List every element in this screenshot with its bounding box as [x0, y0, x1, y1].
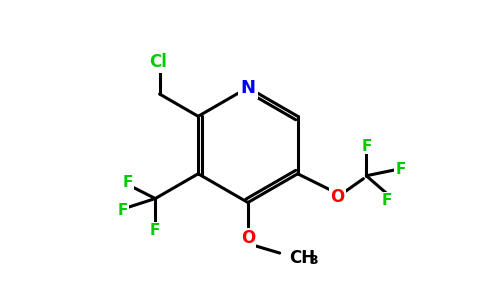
Text: 3: 3	[309, 254, 318, 268]
Text: F: F	[118, 203, 128, 218]
Text: F: F	[395, 162, 406, 177]
Text: F: F	[361, 139, 372, 154]
Text: O: O	[331, 188, 345, 206]
Text: N: N	[241, 79, 256, 97]
Text: F: F	[122, 175, 133, 190]
Text: Cl: Cl	[149, 53, 166, 71]
Text: F: F	[381, 193, 392, 208]
Text: CH: CH	[289, 249, 316, 267]
Text: O: O	[241, 229, 255, 247]
Text: F: F	[150, 223, 161, 238]
